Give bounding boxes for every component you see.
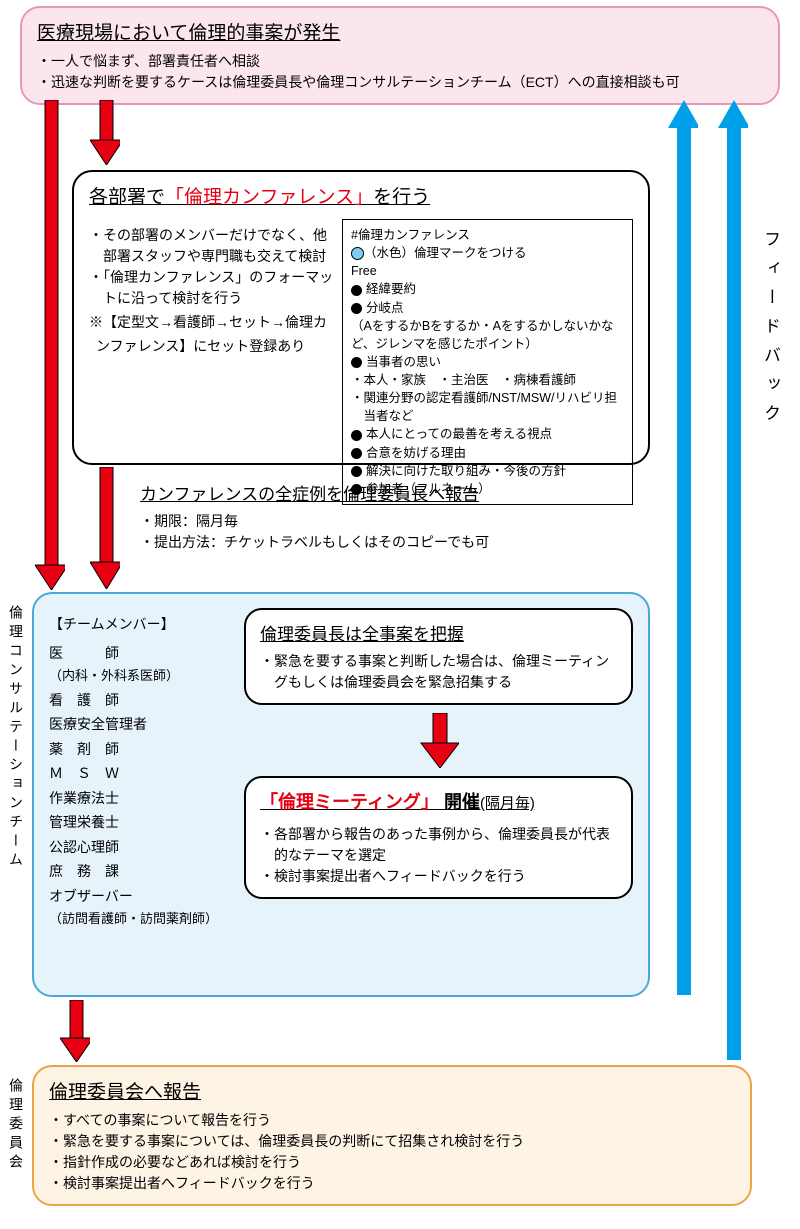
team-member: 作業療法士 bbox=[49, 786, 234, 811]
inner-b: 本人にとっての最善を考える視点 bbox=[351, 425, 624, 443]
committee-item: すべての事案について報告を行う bbox=[49, 1110, 735, 1131]
team-header: 【チームメンバー】 bbox=[49, 612, 234, 637]
bullet-icon bbox=[351, 430, 362, 441]
inner-cyan-row: （水色）倫理マークをつける bbox=[351, 244, 624, 262]
bullet-icon bbox=[351, 466, 362, 477]
bullet-icon bbox=[351, 357, 362, 368]
grasp-box: 倫理委員長は全事案を把握 緊急を要する事案と判断した場合は、倫理ミーティングもし… bbox=[244, 608, 633, 705]
meeting-box: 「倫理ミーティング」 開催(隔月毎) 各部署から報告のあった事例から、倫理委員長… bbox=[244, 776, 633, 899]
mid-report-item: 期限：隔月毎 bbox=[140, 511, 650, 532]
bullet-icon bbox=[351, 448, 362, 459]
team-member: 公認心理師 bbox=[49, 835, 234, 860]
meeting-item: 各部署から報告のあった事例から、倫理委員長が代表的なテーマを選定 bbox=[260, 824, 617, 866]
inner-hash: #倫理カンファレンス bbox=[351, 226, 624, 244]
conf-left-item: その部署のメンバーだけでなく、他部署スタッフや専門職も交えて検討 bbox=[89, 225, 334, 267]
team-member: Ｍ Ｓ Ｗ bbox=[49, 761, 234, 786]
conf-left-note: ※【定型文→看護師→セット→倫理カンファレンス】にセット登録あり bbox=[89, 311, 334, 359]
committee-item: 指針作成の必要などあれば検討を行う bbox=[49, 1152, 735, 1173]
team-member: 医 師 bbox=[49, 641, 234, 666]
conf-inner-box: #倫理カンファレンス （水色）倫理マークをつける Free 経緯要約 分岐点 （… bbox=[342, 219, 633, 505]
mid-report: カンファレンスの全症例を倫理委員長へ報告 期限：隔月毎 提出方法：チケットラベル… bbox=[140, 480, 650, 553]
top-title: 医療現場において倫理的事案が発生 bbox=[37, 18, 763, 45]
ect-box: 【チームメンバー】 医 師 （内科・外科系医師） 看 護 師 医療安全管理者 薬… bbox=[32, 592, 650, 997]
bullet-icon bbox=[351, 303, 362, 314]
conf-left-item: 「倫理カンファレンス」のフォーマットに沿って検討を行う bbox=[89, 267, 334, 309]
meeting-title: 「倫理ミーティング」 開催(隔月毎) bbox=[260, 788, 617, 814]
top-item: 迅速な判断を要するケースは倫理委員長や倫理コンサルテーションチーム（ECT）への… bbox=[37, 72, 763, 93]
top-item: 一人で悩まず、部署責任者へ相談 bbox=[37, 51, 763, 72]
inner-free: Free bbox=[351, 262, 624, 280]
team-list: 【チームメンバー】 医 師 （内科・外科系医師） 看 護 師 医療安全管理者 薬… bbox=[49, 604, 234, 985]
conference-box: 各部署で「倫理カンファレンス」を行う その部署のメンバーだけでなく、他部署スタッ… bbox=[72, 170, 650, 465]
inner-b: 当事者の思い bbox=[351, 353, 624, 371]
top-event-box: 医療現場において倫理的事案が発生 一人で悩まず、部署責任者へ相談 迅速な判断を要… bbox=[20, 6, 780, 105]
conf-title-pre: 各部署で bbox=[89, 187, 165, 208]
committee-item: 検討事案提出者へフィードバックを行う bbox=[49, 1173, 735, 1194]
committee-box: 倫理委員会へ報告 すべての事案について報告を行う 緊急を要する事案については、倫… bbox=[32, 1065, 752, 1206]
conf-left: その部署のメンバーだけでなく、他部署スタッフや専門職も交えて検討 「倫理カンファ… bbox=[89, 219, 334, 505]
red-arrow-short-1 bbox=[90, 100, 120, 165]
conf-title-post: を行う bbox=[373, 187, 430, 208]
red-arrow-grasp-meeting bbox=[419, 713, 459, 768]
committee-title: 倫理委員会へ報告 bbox=[49, 1077, 735, 1104]
meeting-title-black: 開催 bbox=[444, 792, 480, 812]
inner-b: 合意を妨げる理由 bbox=[351, 444, 624, 462]
committee-item: 緊急を要する事案については、倫理委員長の判断にて招集され検討を行う bbox=[49, 1131, 735, 1152]
inner-sub: ・関連分野の認定看護師/NST/MSW/リハビリ担当者など bbox=[351, 389, 624, 425]
grasp-item: 緊急を要する事案と判断した場合は、倫理ミーティングもしくは倫理委員会を緊急招集す… bbox=[260, 651, 617, 693]
meeting-title-red: 「倫理ミーティング」 bbox=[260, 792, 439, 812]
inner-b: 分岐点 bbox=[351, 299, 624, 317]
blue-arrow-outer bbox=[718, 100, 748, 1060]
inner-b: 経緯要約 bbox=[351, 280, 624, 298]
team-member: 庶 務 課 bbox=[49, 859, 234, 884]
conf-title: 各部署で「倫理カンファレンス」を行う bbox=[89, 182, 633, 209]
meeting-item: 検討事案提出者へフィードバックを行う bbox=[260, 866, 617, 887]
cyan-circle-icon bbox=[351, 247, 364, 260]
red-arrow-ect-committee bbox=[60, 1000, 90, 1062]
meeting-title-paren: (隔月毎) bbox=[480, 795, 535, 812]
team-member: 医療安全管理者 bbox=[49, 712, 234, 737]
conf-title-red: 「倫理カンファレンス」 bbox=[165, 187, 373, 208]
team-member: 看 護 師 bbox=[49, 688, 234, 713]
mid-report-title: カンファレンスの全症例を倫理委員長へ報告 bbox=[140, 480, 650, 505]
team-member: （内科・外科系医師） bbox=[49, 665, 234, 688]
bullet-icon bbox=[351, 285, 362, 296]
mid-report-item: 提出方法：チケットラベルもしくはそのコピーでも可 bbox=[140, 532, 650, 553]
team-member: 管理栄養士 bbox=[49, 810, 234, 835]
team-member: 薬 剤 師 bbox=[49, 737, 234, 762]
team-member: オブザーバー bbox=[49, 884, 234, 909]
grasp-title: 倫理委員長は全事案を把握 bbox=[260, 620, 617, 645]
inner-sub: ・本人・家族 ・主治医 ・病棟看護師 bbox=[351, 371, 624, 389]
feedback-vlabel: フィードバック bbox=[758, 230, 783, 433]
blue-arrow-inner bbox=[668, 100, 698, 995]
inner-dilemma: （AをするかBをするか・Aをするかしないかなど、ジレンマを感じたポイント） bbox=[351, 317, 624, 353]
red-arrow-long-left bbox=[35, 100, 65, 590]
committee-vlabel: 倫理委員会 bbox=[6, 1078, 26, 1173]
ect-vlabel: 倫理コンサルテーションチーム bbox=[6, 605, 26, 871]
team-member: （訪問看護師・訪問薬剤師） bbox=[49, 908, 234, 931]
top-list: 一人で悩まず、部署責任者へ相談 迅速な判断を要するケースは倫理委員長や倫理コンサ… bbox=[37, 51, 763, 93]
inner-b: 解決に向けた取り組み・今後の方針 bbox=[351, 462, 624, 480]
red-arrow-conf-down bbox=[90, 467, 120, 589]
